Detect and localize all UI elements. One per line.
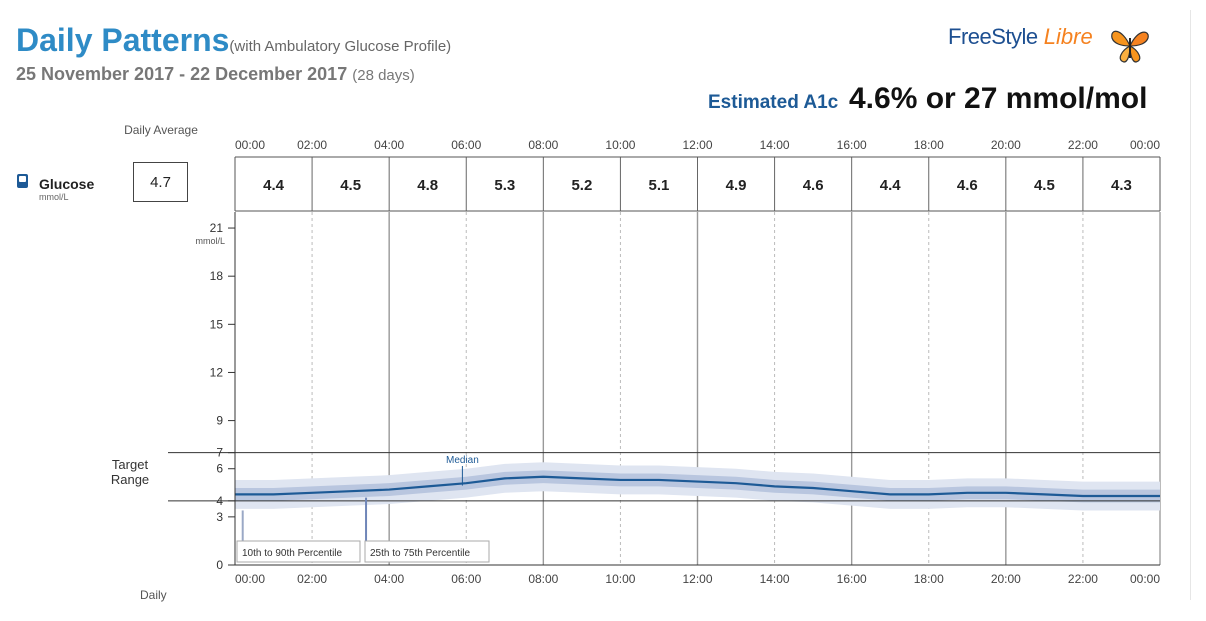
page-title: Daily Patterns(with Ambulatory Glucose P… [16,22,451,59]
y-tick-label: 9 [216,414,223,428]
x-tick-label-bottom: 04:00 [374,572,404,586]
x-tick-label-bottom: 08:00 [528,572,558,586]
target-range-label: Target Range [110,457,150,487]
legend-inner-label: 25th to 75th Percentile [370,548,471,559]
x-tick-label-top: 02:00 [297,138,327,152]
date-range: 25 November 2017 - 22 December 2017 (28 … [16,64,415,85]
x-tick-label-top: 00:00 [235,138,265,152]
median-line [235,475,1160,498]
period-average-value: 5.3 [494,177,515,194]
percentile-bands [235,462,1160,511]
x-tick-label-top: 10:00 [605,138,635,152]
x-tick-label-bottom: 00:00 [235,572,265,586]
x-tick-label-bottom: 22:00 [1068,572,1098,586]
x-tick-label-top: 22:00 [1068,138,1098,152]
y-tick-label: 4 [216,494,223,508]
daily-average-label: Daily Average [124,123,198,137]
period-average-value: 4.8 [417,177,438,194]
chart-axes [168,156,1161,566]
date-range-text: 25 November 2017 - 22 December 2017 [16,64,348,84]
period-average-value: 5.2 [571,177,592,194]
a1c-value: 4.6% or 27 mmol/mol [849,82,1148,115]
y-tick-label: 7 [216,446,223,460]
x-tick-label-top: 16:00 [837,138,867,152]
a1c-label: Estimated A1c [708,92,839,113]
x-tick-label-top: 14:00 [760,138,790,152]
period-average-value: 4.5 [340,177,361,194]
x-tick-label-bottom: 10:00 [605,572,635,586]
median-label: Median [446,455,479,466]
x-tick-label-bottom: 18:00 [914,572,944,586]
period-average-value: 4.3 [1111,177,1132,194]
x-tick-label-bottom: 14:00 [760,572,790,586]
x-tick-label-top: 00:00 [1130,138,1160,152]
subtitle: (with Ambulatory Glucose Profile) [229,38,452,55]
period-average-value: 4.5 [1034,177,1055,194]
period-average-value: 4.6 [803,177,824,194]
x-tick-label-bottom: 06:00 [451,572,481,586]
x-tick-label-bottom: 20:00 [991,572,1021,586]
legend-inner-box [364,540,490,563]
butterfly-icon [1111,30,1149,63]
period-average-value: 5.1 [649,177,670,194]
x-tick-label-top: 08:00 [528,138,558,152]
y-unit-label: mmol/L [195,236,225,246]
daily-average-value: 4.7 [133,162,188,202]
glucose-label: Glucose [39,176,95,192]
glucose-unit: mmol/L [39,192,69,202]
x-tick-label-bottom: 00:00 [1130,572,1160,586]
x-tick-label-top: 04:00 [374,138,404,152]
daily-bottom-label: Daily [140,588,167,602]
period-average-value: 4.4 [880,177,902,194]
y-tick-label: 3 [216,510,223,524]
y-tick-label: 12 [210,365,224,379]
period-average-value: 4.6 [957,177,978,194]
x-tick-label-bottom: 16:00 [837,572,867,586]
x-tick-label-bottom: 12:00 [682,572,712,586]
legend-outer-box [236,540,361,563]
title-text: Daily Patterns [16,22,230,58]
logo-text-libre: Libre [1043,24,1093,49]
x-tick-label-top: 12:00 [682,138,712,152]
legend-outer-label: 10th to 90th Percentile [242,548,343,559]
period-average-value: 4.4 [263,177,285,194]
logo-text-freestyle: FreeStyle [948,24,1038,49]
page-edge-rule [1190,10,1191,600]
x-tick-label-bottom: 02:00 [297,572,327,586]
x-tick-label-top: 20:00 [991,138,1021,152]
y-tick-label: 6 [216,462,223,476]
y-tick-label: 18 [210,269,224,283]
period-average-value: 4.9 [726,177,747,194]
glucose-meter-icon [17,174,28,188]
y-tick-label: 21 [210,221,224,235]
x-tick-label-top: 06:00 [451,138,481,152]
freestyle-libre-logo: FreeStyle Libre [948,24,1093,50]
x-tick-label-top: 18:00 [914,138,944,152]
days-count: (28 days) [352,67,415,84]
y-tick-label: 15 [210,317,224,331]
y-tick-label: 0 [216,558,223,572]
